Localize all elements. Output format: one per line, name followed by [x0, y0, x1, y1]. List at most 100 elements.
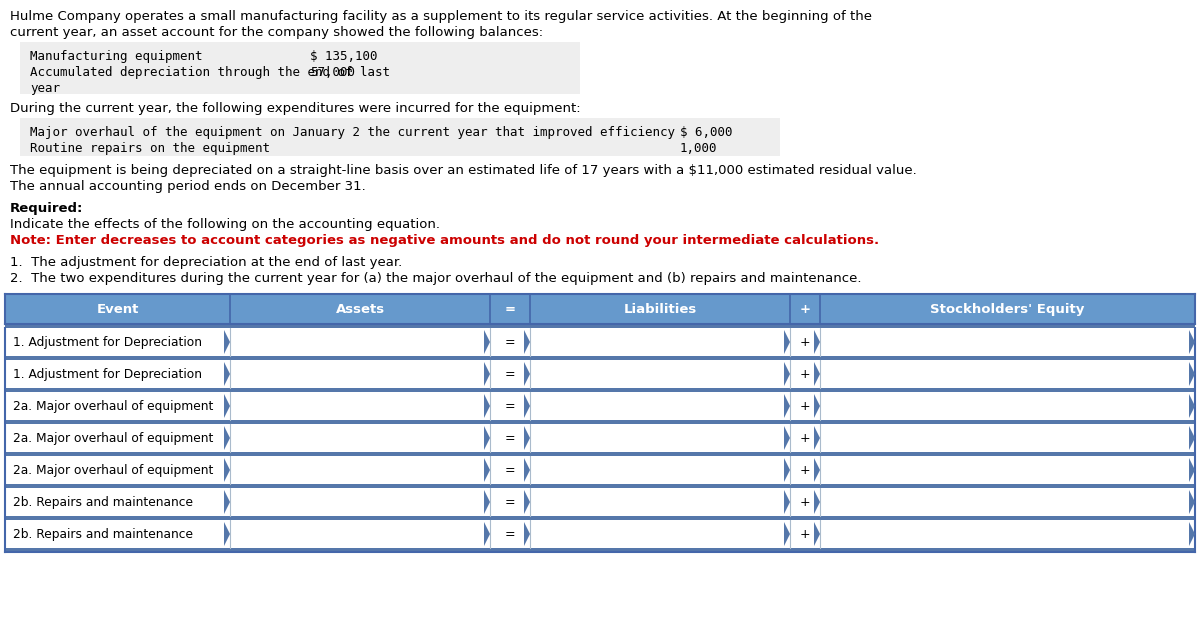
Polygon shape: [814, 490, 820, 514]
Bar: [5, 488, 1195, 516]
Text: 2a. Major overhaul of equipment: 2a. Major overhaul of equipment: [13, 400, 214, 413]
Polygon shape: [1189, 426, 1195, 450]
Polygon shape: [1189, 394, 1195, 418]
Polygon shape: [224, 458, 230, 482]
Text: Accumulated depreciation through the end of last: Accumulated depreciation through the end…: [30, 66, 390, 79]
Polygon shape: [814, 522, 820, 546]
Bar: [5, 456, 1195, 484]
Text: 1. Adjustment for Depreciation: 1. Adjustment for Depreciation: [13, 336, 202, 349]
Text: 1. Adjustment for Depreciation: 1. Adjustment for Depreciation: [13, 368, 202, 381]
Polygon shape: [484, 458, 490, 482]
Polygon shape: [224, 330, 230, 354]
Bar: [5, 520, 1195, 548]
Polygon shape: [784, 362, 790, 386]
Polygon shape: [484, 362, 490, 386]
Bar: [5, 452, 1195, 456]
Polygon shape: [784, 490, 790, 514]
Text: +: +: [799, 303, 810, 316]
Text: The annual accounting period ends on December 31.: The annual accounting period ends on Dec…: [10, 180, 366, 193]
Text: =: =: [504, 303, 516, 316]
Polygon shape: [1189, 522, 1195, 546]
Text: During the current year, the following expenditures were incurred for the equipm: During the current year, the following e…: [10, 102, 581, 115]
Polygon shape: [1189, 330, 1195, 354]
Text: Stockholders' Equity: Stockholders' Equity: [930, 303, 1085, 316]
Text: +: +: [799, 368, 810, 381]
Text: Liabilities: Liabilities: [623, 303, 697, 316]
Text: 1.  The adjustment for depreciation at the end of last year.: 1. The adjustment for depreciation at th…: [10, 256, 402, 269]
Text: Indicate the effects of the following on the accounting equation.: Indicate the effects of the following on…: [10, 218, 440, 231]
Polygon shape: [484, 330, 490, 354]
Bar: [5, 548, 1195, 552]
Text: The equipment is being depreciated on a straight-line basis over an estimated li: The equipment is being depreciated on a …: [10, 164, 917, 177]
Text: Hulme Company operates a small manufacturing facility as a supplement to its reg: Hulme Company operates a small manufactu…: [10, 10, 872, 23]
Polygon shape: [784, 330, 790, 354]
Text: Manufacturing equipment: Manufacturing equipment: [30, 50, 203, 63]
Text: 2a. Major overhaul of equipment: 2a. Major overhaul of equipment: [13, 432, 214, 445]
Polygon shape: [484, 522, 490, 546]
Text: 1,000: 1,000: [680, 142, 718, 155]
Polygon shape: [814, 362, 820, 386]
Polygon shape: [814, 426, 820, 450]
Text: +: +: [799, 464, 810, 477]
Polygon shape: [224, 362, 230, 386]
Bar: [5, 294, 1195, 324]
Bar: [5, 484, 1195, 488]
Text: =: =: [505, 368, 515, 381]
Polygon shape: [784, 522, 790, 546]
Polygon shape: [524, 490, 530, 514]
Polygon shape: [224, 490, 230, 514]
Text: =: =: [505, 400, 515, 413]
Text: +: +: [799, 336, 810, 349]
Polygon shape: [814, 458, 820, 482]
Polygon shape: [524, 458, 530, 482]
Polygon shape: [224, 394, 230, 418]
Text: =: =: [505, 464, 515, 477]
Text: $ 6,000: $ 6,000: [680, 126, 732, 139]
Text: Note: Enter decreases to account categories as negative amounts and do not round: Note: Enter decreases to account categor…: [10, 234, 880, 247]
Bar: [20, 42, 580, 94]
Polygon shape: [814, 330, 820, 354]
Polygon shape: [484, 490, 490, 514]
Text: +: +: [799, 400, 810, 413]
Text: Major overhaul of the equipment on January 2 the current year that improved effi: Major overhaul of the equipment on Janua…: [30, 126, 674, 139]
Text: current year, an asset account for the company showed the following balances:: current year, an asset account for the c…: [10, 26, 544, 39]
Text: $ 135,100: $ 135,100: [310, 50, 378, 63]
Bar: [5, 324, 1195, 328]
Text: =: =: [505, 528, 515, 541]
Polygon shape: [524, 522, 530, 546]
Polygon shape: [524, 394, 530, 418]
Text: +: +: [799, 432, 810, 445]
Text: 2b. Repairs and maintenance: 2b. Repairs and maintenance: [13, 496, 193, 509]
Polygon shape: [484, 394, 490, 418]
Text: Required:: Required:: [10, 202, 83, 215]
Polygon shape: [224, 426, 230, 450]
Polygon shape: [1189, 362, 1195, 386]
Polygon shape: [784, 394, 790, 418]
Text: 2b. Repairs and maintenance: 2b. Repairs and maintenance: [13, 528, 193, 541]
Bar: [5, 424, 1195, 452]
Text: +: +: [799, 496, 810, 509]
Bar: [5, 516, 1195, 520]
Polygon shape: [224, 522, 230, 546]
Polygon shape: [524, 330, 530, 354]
Bar: [5, 420, 1195, 424]
Bar: [5, 360, 1195, 388]
Polygon shape: [524, 426, 530, 450]
Polygon shape: [1189, 458, 1195, 482]
Bar: [20, 118, 780, 156]
Polygon shape: [814, 394, 820, 418]
Text: Event: Event: [96, 303, 139, 316]
Bar: [5, 356, 1195, 360]
Text: Assets: Assets: [336, 303, 384, 316]
Polygon shape: [524, 362, 530, 386]
Polygon shape: [1189, 490, 1195, 514]
Polygon shape: [484, 426, 490, 450]
Text: =: =: [505, 336, 515, 349]
Bar: [5, 392, 1195, 420]
Text: =: =: [505, 432, 515, 445]
Text: year: year: [30, 82, 60, 95]
Text: 2.  The two expenditures during the current year for (a) the major overhaul of t: 2. The two expenditures during the curre…: [10, 272, 862, 285]
Bar: [5, 328, 1195, 356]
Text: =: =: [505, 496, 515, 509]
Polygon shape: [784, 426, 790, 450]
